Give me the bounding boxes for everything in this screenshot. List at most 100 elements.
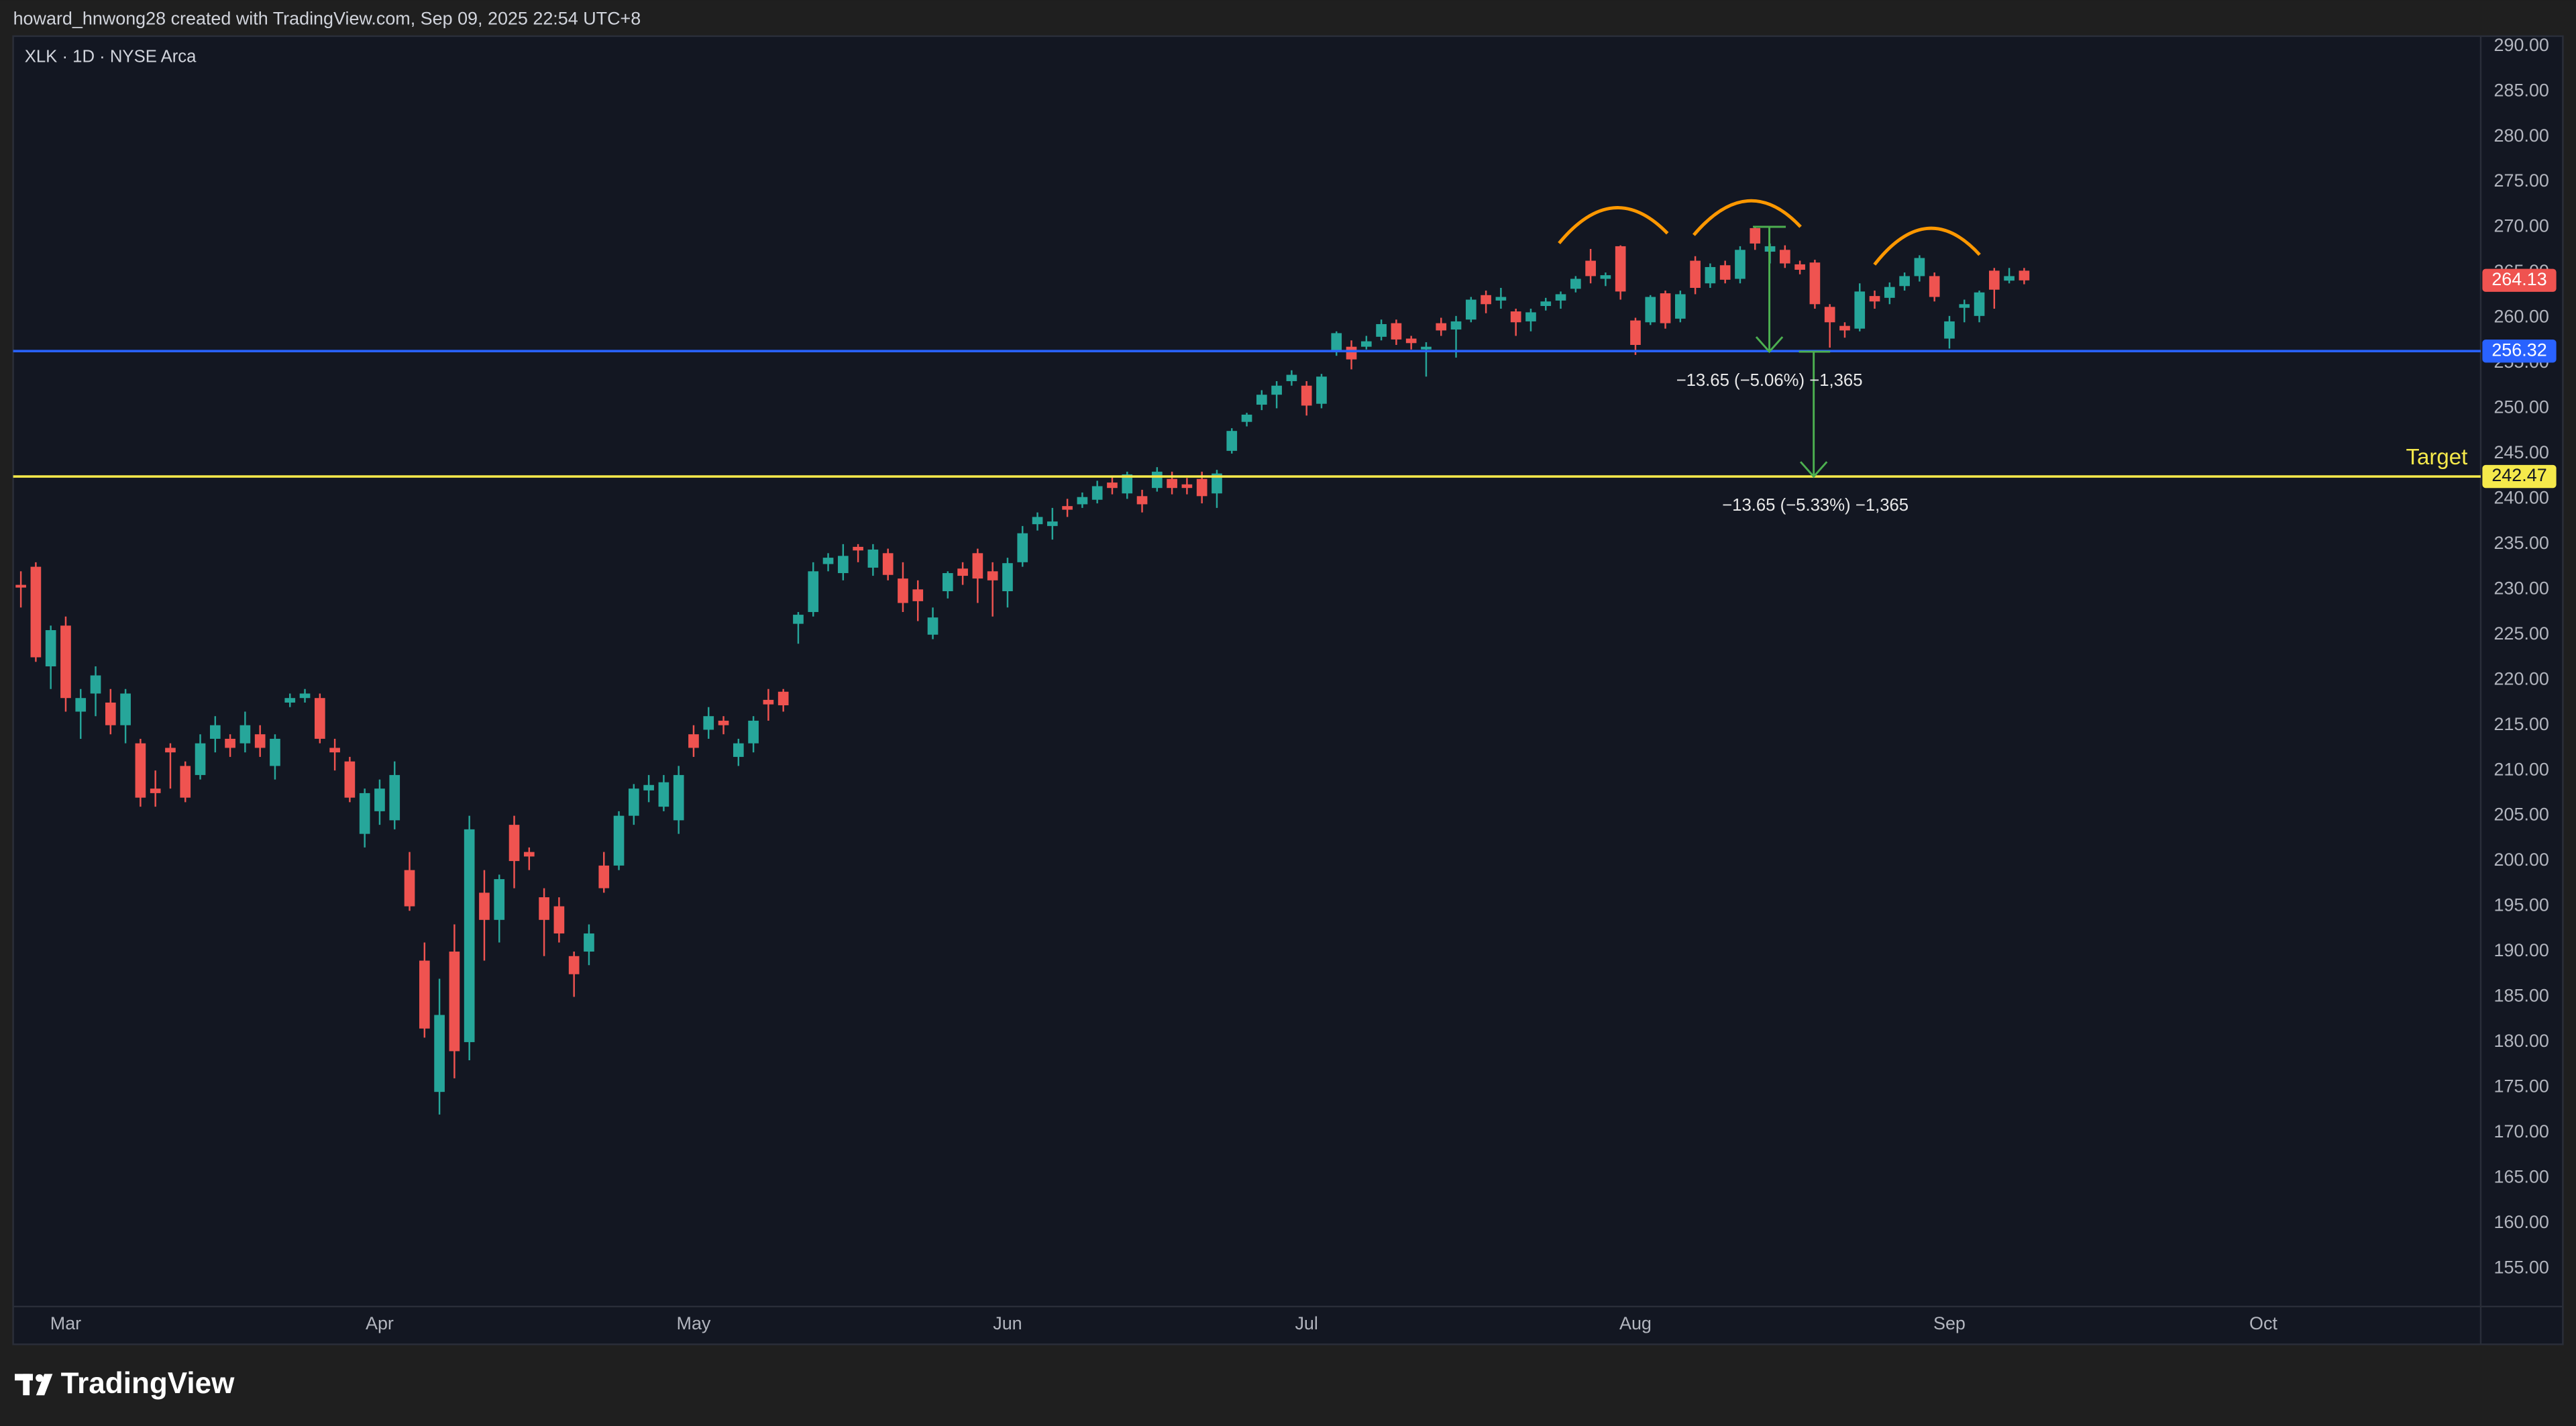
candle-body bbox=[508, 825, 520, 862]
y-tick-label: 155.00 bbox=[2494, 1257, 2549, 1277]
candle-body bbox=[494, 879, 505, 920]
candle-body bbox=[1331, 333, 1342, 352]
candle-body bbox=[1481, 295, 1491, 305]
candle-body bbox=[1495, 297, 1507, 301]
price-tag-label: 242.47 bbox=[2491, 465, 2546, 485]
candle-body bbox=[613, 815, 625, 866]
candle-body bbox=[1450, 321, 1462, 330]
candle-body bbox=[150, 788, 161, 793]
candle-body bbox=[329, 748, 340, 753]
y-tick-label: 235.00 bbox=[2494, 533, 2549, 553]
candle-body bbox=[1405, 338, 1417, 344]
candle-body bbox=[90, 675, 101, 694]
measure-arrow bbox=[1753, 225, 1786, 354]
candle-body bbox=[254, 734, 266, 748]
y-tick-label: 260.00 bbox=[2494, 307, 2549, 327]
candle-body bbox=[688, 734, 699, 748]
candle-body bbox=[180, 766, 191, 798]
candle-body bbox=[1196, 478, 1208, 497]
candle-body bbox=[1660, 293, 1671, 323]
measure-arrow bbox=[1799, 350, 1831, 478]
x-tick-label: Mar bbox=[50, 1313, 81, 1333]
candle-body bbox=[822, 558, 834, 564]
candle-body bbox=[1017, 533, 1028, 562]
candle-body bbox=[1794, 264, 1805, 270]
candle-body bbox=[1929, 276, 1940, 297]
y-tick-label: 230.00 bbox=[2494, 578, 2549, 598]
y-tick-label: 215.00 bbox=[2494, 714, 2549, 734]
candle-body bbox=[2004, 276, 2015, 281]
y-tick-label: 280.00 bbox=[2494, 125, 2549, 146]
candle-body bbox=[763, 699, 774, 705]
candle-body bbox=[523, 852, 535, 857]
y-tick-label: 160.00 bbox=[2494, 1212, 2549, 1232]
candle-body bbox=[882, 553, 894, 575]
candle-body bbox=[1600, 275, 1611, 279]
candle-body bbox=[658, 782, 669, 807]
candle-body bbox=[1510, 311, 1521, 323]
candle-body bbox=[359, 793, 370, 834]
candle-body bbox=[1944, 321, 1955, 339]
candle-body bbox=[120, 693, 131, 725]
candle-body bbox=[1167, 478, 1177, 489]
x-tick-label: May bbox=[677, 1313, 711, 1333]
candle-body bbox=[942, 573, 953, 592]
candle-body bbox=[1122, 474, 1133, 494]
y-tick-label: 170.00 bbox=[2494, 1121, 2549, 1141]
y-tick-label: 180.00 bbox=[2494, 1031, 2549, 1051]
candle-body bbox=[1002, 563, 1013, 592]
x-tick-label: Apr bbox=[366, 1313, 394, 1333]
candle-body bbox=[165, 748, 176, 753]
candle-body bbox=[748, 720, 759, 744]
candle-body bbox=[1271, 385, 1282, 395]
attribution: howard_hnwong28 created with TradingView… bbox=[13, 9, 641, 29]
y-tick-label: 185.00 bbox=[2494, 986, 2549, 1006]
candle-body bbox=[1809, 262, 1821, 305]
candle-body bbox=[1107, 482, 1118, 489]
candle-body bbox=[60, 625, 71, 699]
candle-body bbox=[1540, 301, 1552, 306]
candle-body bbox=[1854, 291, 1866, 329]
candle-body bbox=[957, 568, 968, 576]
candle-body bbox=[479, 893, 490, 920]
candle-body bbox=[1750, 227, 1761, 244]
candle-body bbox=[1824, 307, 1835, 323]
pattern-arc bbox=[1693, 199, 1802, 236]
candle-body bbox=[1630, 320, 1641, 345]
y-tick-label: 270.00 bbox=[2494, 216, 2549, 236]
chart-panel bbox=[12, 35, 2564, 1345]
candle-body bbox=[1705, 266, 1716, 284]
y-tick-label: 225.00 bbox=[2494, 623, 2549, 644]
candle-body bbox=[1286, 374, 1297, 381]
candle-body bbox=[270, 738, 280, 766]
candle-body bbox=[344, 761, 356, 798]
candle-body bbox=[195, 743, 206, 775]
candle-body bbox=[464, 829, 475, 1042]
y-tick-label: 240.00 bbox=[2494, 487, 2549, 507]
y-tick-label: 275.00 bbox=[2494, 170, 2549, 191]
candle-body bbox=[45, 630, 56, 666]
candle-body bbox=[1645, 297, 1656, 323]
logo-text: TradingView bbox=[61, 1367, 235, 1400]
candle-body bbox=[1241, 414, 1252, 422]
price-tag bbox=[2482, 340, 2557, 363]
candle-body bbox=[912, 589, 924, 601]
candle-body bbox=[568, 956, 580, 974]
y-tick-label: 195.00 bbox=[2494, 895, 2549, 915]
x-tick-label: Aug bbox=[1619, 1313, 1652, 1333]
candle-body bbox=[1735, 250, 1746, 279]
candle-body bbox=[1674, 294, 1686, 319]
candle-body bbox=[1316, 376, 1327, 404]
logo-icon bbox=[15, 1374, 53, 1396]
y-tick-label: 220.00 bbox=[2494, 668, 2549, 689]
candle-body bbox=[1212, 473, 1222, 494]
candle-body bbox=[777, 691, 789, 706]
y-tick-label: 285.00 bbox=[2494, 80, 2549, 100]
candle-body bbox=[1421, 346, 1432, 350]
pattern-arc bbox=[1558, 206, 1669, 245]
price-line-name: Target bbox=[2406, 445, 2468, 470]
candle-body bbox=[1974, 292, 1985, 316]
candle-body bbox=[284, 698, 296, 703]
